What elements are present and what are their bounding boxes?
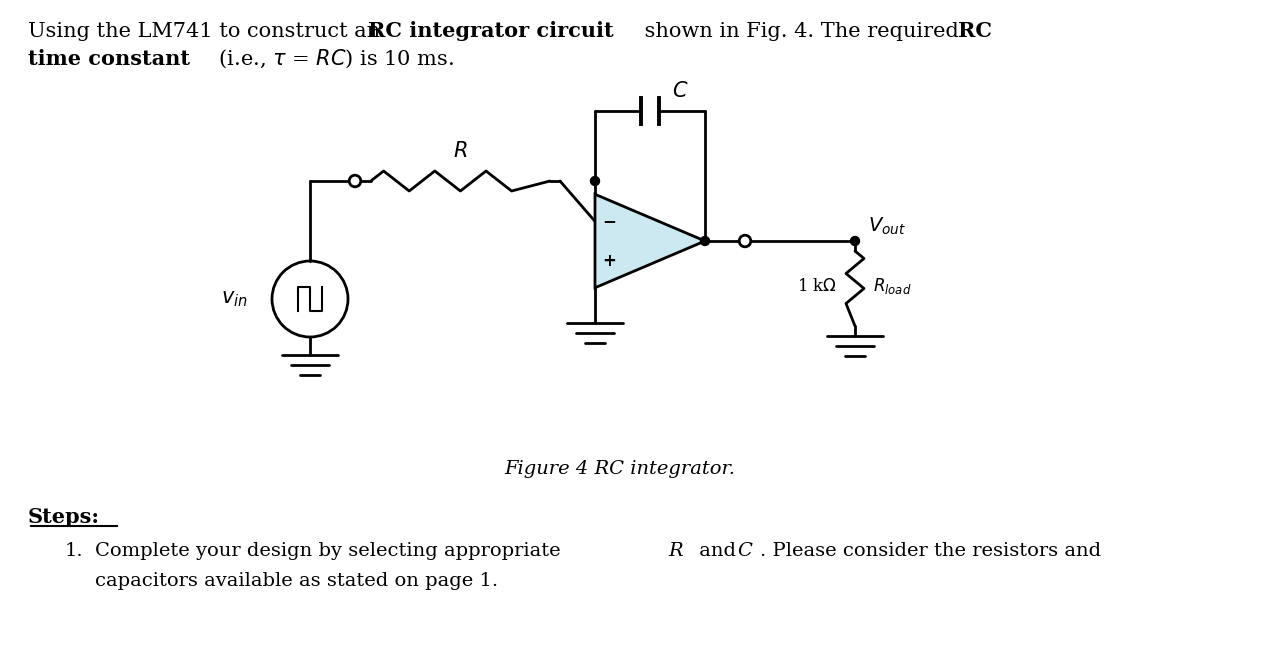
Text: C: C — [738, 542, 752, 560]
Text: Steps:: Steps: — [28, 507, 100, 527]
Text: Complete your design by selecting appropriate: Complete your design by selecting approp… — [94, 542, 567, 560]
Text: time constant: time constant — [28, 49, 190, 69]
Text: . Please consider the resistors and: . Please consider the resistors and — [760, 542, 1101, 560]
Text: and: and — [693, 542, 743, 560]
Text: $R$: $R$ — [453, 141, 468, 161]
Text: −: − — [602, 212, 616, 230]
Text: +: + — [602, 252, 616, 270]
Text: Figure 4 RC integrator.: Figure 4 RC integrator. — [504, 460, 735, 478]
Text: 1 k$\Omega$: 1 k$\Omega$ — [798, 278, 837, 294]
Text: $V_{out}$: $V_{out}$ — [868, 215, 906, 237]
Polygon shape — [595, 194, 706, 288]
Text: $C$: $C$ — [672, 81, 689, 101]
Circle shape — [701, 237, 709, 246]
Text: RC integrator circuit: RC integrator circuit — [367, 21, 614, 41]
Text: Using the LM741 to construct an: Using the LM741 to construct an — [28, 21, 387, 41]
Circle shape — [739, 235, 750, 247]
Text: R: R — [669, 542, 683, 560]
Text: RC: RC — [958, 21, 991, 41]
Circle shape — [350, 175, 361, 187]
Circle shape — [591, 177, 600, 185]
Text: $R_{load}$: $R_{load}$ — [873, 276, 911, 296]
Circle shape — [851, 237, 860, 246]
Text: capacitors available as stated on page 1.: capacitors available as stated on page 1… — [94, 572, 498, 590]
Text: shown in Fig. 4. The required: shown in Fig. 4. The required — [638, 21, 966, 41]
Text: 1.: 1. — [65, 542, 84, 560]
Text: $v_{in}$: $v_{in}$ — [221, 289, 248, 309]
Text: (i.e., $\tau$ = $RC$) is 10 ms.: (i.e., $\tau$ = $RC$) is 10 ms. — [212, 47, 454, 70]
